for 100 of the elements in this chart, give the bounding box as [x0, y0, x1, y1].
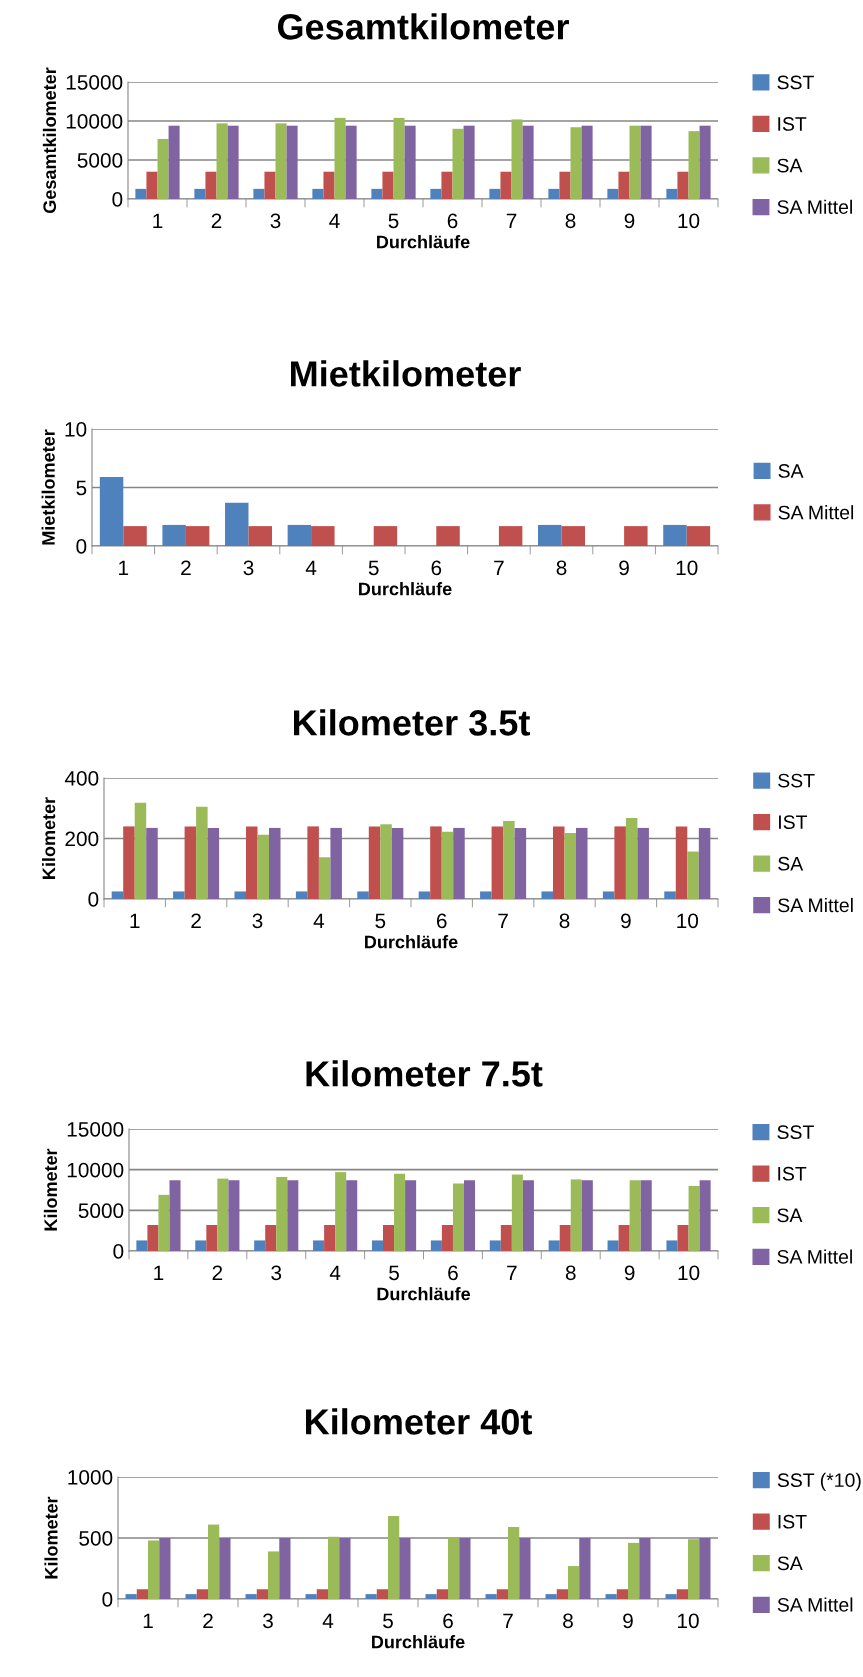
bar — [624, 526, 648, 546]
bar — [393, 117, 405, 199]
bar — [538, 524, 562, 546]
legend-label: SA Mittel — [777, 1597, 853, 1612]
y-tick-label: 10 — [65, 422, 87, 437]
bar — [365, 1594, 377, 1599]
legend-label: SA — [778, 856, 804, 871]
bar — [463, 1180, 476, 1251]
y-tick-label: 5 — [76, 480, 87, 496]
x-tick-label: 2 — [191, 913, 201, 928]
bar — [430, 826, 442, 899]
bar — [195, 1240, 207, 1251]
bar — [625, 817, 638, 899]
bar — [441, 1224, 453, 1251]
legend-label: SA Mittel — [778, 505, 854, 520]
bar — [628, 1542, 640, 1599]
bar — [311, 526, 335, 546]
bar — [305, 1594, 317, 1599]
bar — [324, 1224, 336, 1251]
bar — [146, 171, 158, 199]
bar — [376, 1589, 388, 1599]
bar — [508, 1527, 520, 1599]
x-tick-label: 1 — [153, 213, 163, 228]
bar — [418, 891, 431, 899]
bar — [276, 1176, 288, 1251]
bar — [371, 1240, 384, 1251]
x-axis-title: Durchläufe — [377, 1287, 471, 1301]
bar — [330, 827, 342, 899]
x-tick-label: 2 — [212, 1265, 223, 1280]
bar — [687, 851, 699, 899]
x-tick-label: 9 — [619, 560, 629, 576]
bar — [146, 827, 158, 899]
y-axis-title: Kilometer — [42, 797, 56, 879]
x-tick-label: 7 — [498, 913, 508, 928]
bar — [675, 826, 688, 899]
x-tick-label: 1 — [154, 1265, 164, 1280]
legend-label: SA — [778, 464, 804, 478]
bar — [207, 827, 220, 899]
legend-label: SST — [778, 773, 815, 788]
bar — [452, 128, 464, 199]
bar — [522, 1180, 534, 1251]
legend-label: SA — [777, 1208, 803, 1223]
bar — [503, 820, 515, 899]
legend-label: IST — [779, 815, 808, 830]
bar — [245, 826, 258, 899]
x-tick-label: 3 — [263, 1613, 273, 1629]
bar — [312, 188, 324, 199]
chart-title: Kilometer 3.5t — [294, 709, 530, 736]
legend-label: SA — [777, 1556, 803, 1571]
bar — [208, 1524, 220, 1599]
x-tick-label: 3 — [243, 560, 254, 576]
bar — [491, 826, 504, 899]
bar — [545, 1594, 557, 1599]
bar — [391, 827, 404, 899]
x-tick-label: 3 — [270, 213, 281, 229]
bar — [576, 827, 588, 899]
bar — [227, 125, 239, 199]
legend-label: SST — [777, 1125, 814, 1140]
x-tick-label: 5 — [389, 1265, 399, 1281]
bar — [205, 171, 217, 199]
bar — [388, 1516, 400, 1599]
x-axis-title: Durchläufe — [359, 582, 452, 596]
x-tick-label: 4 — [313, 913, 325, 928]
bar — [157, 138, 169, 199]
x-tick-label: 2 — [203, 1613, 213, 1628]
bar — [511, 119, 523, 199]
bar — [698, 827, 711, 899]
x-axis-title: Durchläufe — [365, 935, 458, 949]
bar — [328, 1536, 340, 1599]
legend-label: SA Mittel — [777, 199, 852, 214]
bar — [519, 1538, 531, 1599]
bar — [579, 1538, 591, 1599]
x-tick-label: 10 — [678, 1613, 699, 1629]
y-tick-label: 10000 — [67, 1162, 124, 1178]
bar — [234, 891, 246, 899]
bar — [500, 171, 512, 199]
bar — [666, 1240, 678, 1251]
bar — [196, 1589, 208, 1599]
bar — [616, 1589, 628, 1599]
bar — [394, 1173, 406, 1251]
bar — [346, 1180, 358, 1251]
bar — [184, 826, 197, 899]
bar — [699, 1180, 711, 1251]
chart-title: Kilometer 7.5t — [306, 1060, 543, 1087]
bar — [323, 171, 335, 199]
x-tick-label: 10 — [678, 213, 700, 229]
bar — [607, 188, 619, 199]
bar — [629, 1180, 641, 1251]
bar — [514, 827, 527, 899]
bar — [253, 188, 265, 199]
bar — [436, 526, 460, 546]
x-tick-label: 5 — [388, 213, 399, 229]
legend-label: SST — [777, 75, 814, 90]
bar — [564, 833, 577, 899]
bar — [257, 834, 270, 899]
chart-title: Gesamtkilometer — [277, 13, 569, 40]
bar — [99, 476, 124, 546]
legend-label: SA Mittel — [778, 897, 853, 913]
bar — [677, 1224, 689, 1251]
bar — [196, 806, 208, 899]
